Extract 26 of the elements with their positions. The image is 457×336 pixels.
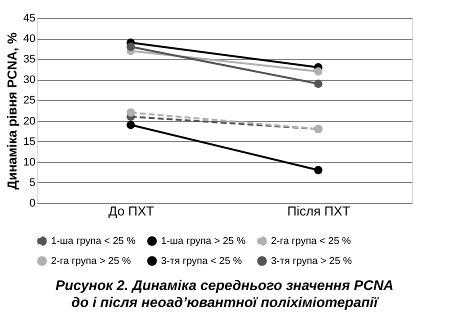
y-tick-label: 35 <box>23 54 36 66</box>
point <box>314 67 322 76</box>
y-tick-label: 5 <box>29 176 36 189</box>
x-tick-label: Після ПХТ <box>287 204 350 218</box>
legend-label: 2-га група < 25 % <box>271 236 352 248</box>
point <box>126 108 135 117</box>
x-tick-label: До ПХТ <box>108 204 154 218</box>
y-tick-label: 25 <box>23 94 36 107</box>
text: Рисунок 2. Динаміка середнього значення PCNA до і після неоад’ювантної поліхіміотерапії <box>55 277 394 310</box>
y-tick-label: 10 <box>23 156 36 168</box>
legend-label: 2-га група > 25 % <box>51 256 132 267</box>
point <box>126 42 135 51</box>
y-tick-label: 40 <box>23 33 36 46</box>
point <box>314 80 322 88</box>
y-tick-label: 15 <box>23 136 36 148</box>
legend-label: 3-тя група > 25 % <box>271 256 352 267</box>
point <box>126 120 135 130</box>
legend-label: 1-ша група > 25 % <box>161 236 246 248</box>
y-tick-label: 0 <box>29 198 36 210</box>
y-axis-title: Динаміка рівня PCNA, % <box>4 32 20 190</box>
y-tick-label: 45 <box>23 12 36 24</box>
y-tick-label: 30 <box>23 74 36 86</box>
legend-label: 1-ша група < 25 % <box>51 236 136 248</box>
y-tick-label: 20 <box>23 115 36 128</box>
point <box>314 166 322 174</box>
legend-label: 3-тя група < 25 % <box>161 256 242 267</box>
